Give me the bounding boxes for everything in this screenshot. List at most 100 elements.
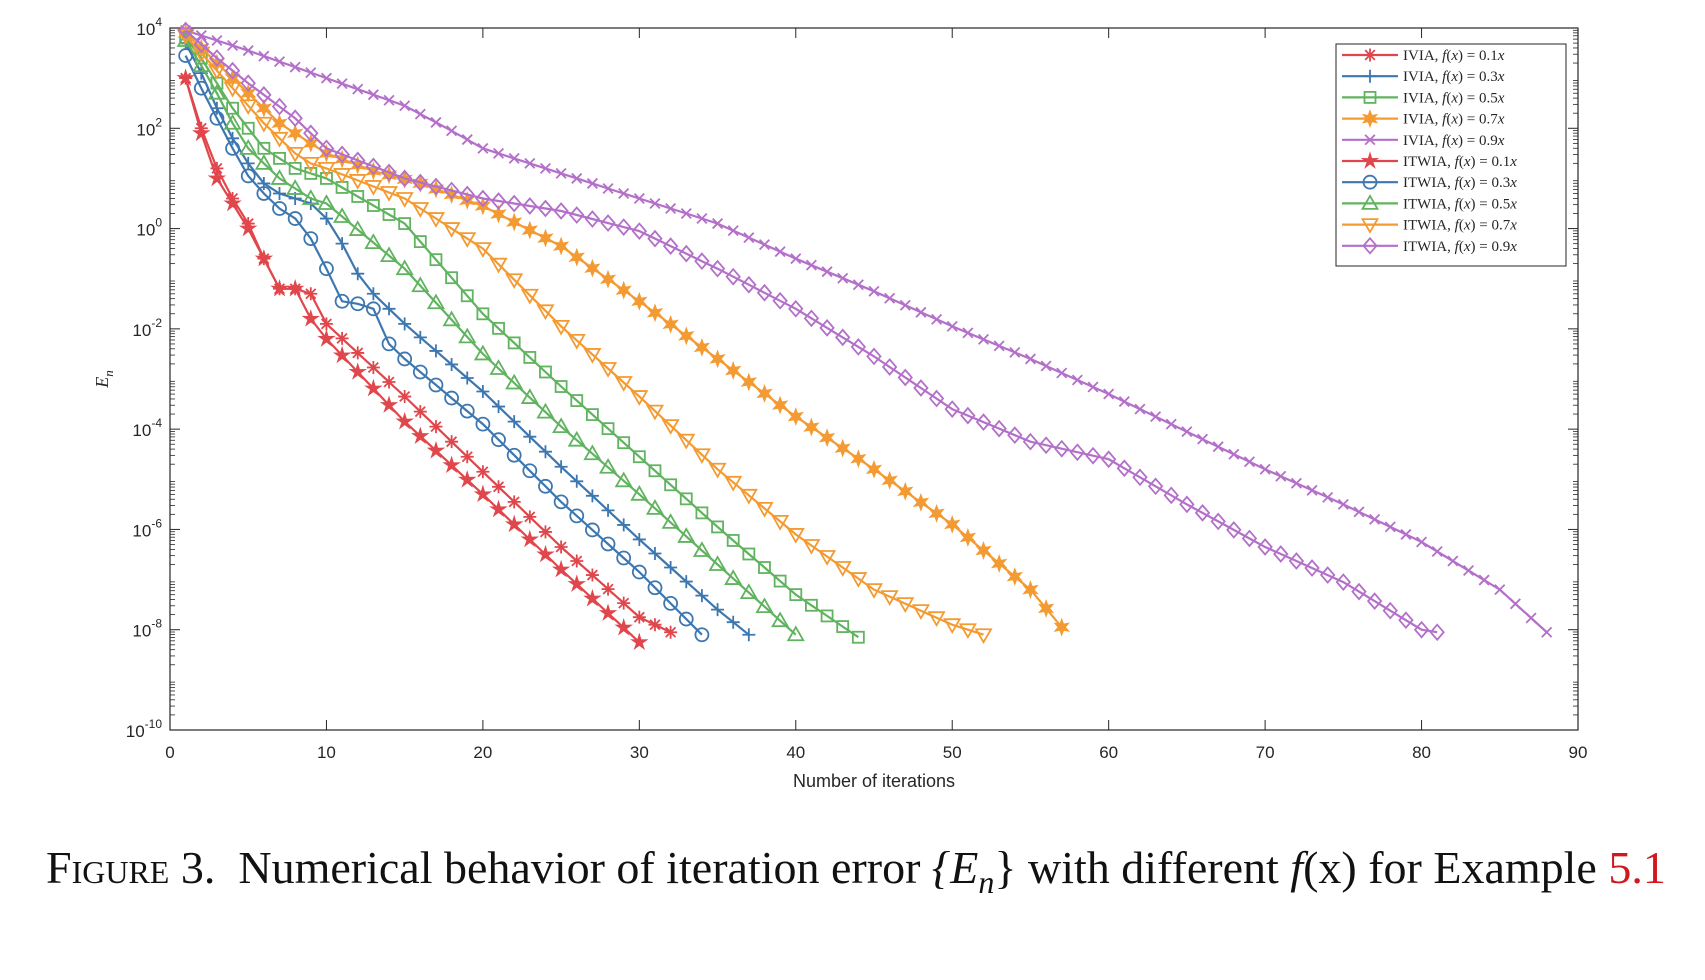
data-point <box>1053 617 1070 637</box>
data-point <box>818 550 837 566</box>
x-tick-label: 70 <box>1256 743 1275 762</box>
data-point <box>598 457 618 474</box>
data-point <box>790 253 802 265</box>
data-point <box>647 580 663 596</box>
data-point <box>223 81 242 98</box>
data-point <box>1400 528 1412 540</box>
data-point <box>445 357 459 371</box>
caption-reference-link[interactable]: 5.1 <box>1608 842 1666 893</box>
data-point <box>552 319 571 336</box>
x-tick-label: 20 <box>473 743 492 762</box>
data-point <box>1022 580 1039 600</box>
data-point <box>334 145 350 164</box>
data-point <box>398 390 412 404</box>
data-point <box>725 361 742 380</box>
data-point <box>645 404 665 421</box>
data-point <box>538 478 553 494</box>
y-tick-label: 10-6 <box>132 516 162 540</box>
y-tick-label: 10-4 <box>132 416 162 440</box>
legend-label: ITWIA, f(x) = 0.9x <box>1403 239 1517 255</box>
data-point <box>695 506 709 520</box>
data-point <box>176 29 195 45</box>
data-point <box>411 276 430 293</box>
data-point <box>616 550 632 566</box>
legend-label: ITWIA, f(x) = 0.1x <box>1403 154 1517 170</box>
data-point <box>256 186 272 201</box>
data-point <box>772 291 788 310</box>
data-point <box>711 520 724 534</box>
legend-item: IVIA, f(x) = 0.7x <box>1342 109 1505 129</box>
legend-item: ITWIA, f(x) = 0.7x <box>1342 218 1517 234</box>
caption-text3: for Example <box>1368 842 1597 893</box>
data-point <box>708 462 727 479</box>
caption-text: Numerical behavior of iteration error <box>238 842 921 893</box>
data-point <box>273 186 287 200</box>
data-point <box>209 49 225 67</box>
caption-math-set: {En} <box>931 842 1017 901</box>
data-point <box>1103 388 1115 400</box>
data-point <box>912 492 930 512</box>
data-point <box>819 318 835 337</box>
data-point <box>786 625 805 642</box>
data-point <box>803 309 820 328</box>
data-point <box>380 165 398 185</box>
data-point <box>193 35 209 54</box>
data-point <box>1210 512 1226 531</box>
data-point <box>351 346 365 360</box>
data-point <box>524 157 536 169</box>
data-point <box>554 540 568 554</box>
data-point <box>834 438 851 458</box>
data-point <box>429 420 443 434</box>
data-point <box>771 395 789 415</box>
data-point <box>1100 450 1117 469</box>
data-point <box>896 597 915 613</box>
data-point <box>177 21 194 40</box>
data-point <box>615 218 632 236</box>
data-point <box>617 436 631 450</box>
data-point <box>1384 521 1396 533</box>
data-point <box>569 206 585 224</box>
data-point <box>460 289 474 303</box>
data-point <box>974 628 993 645</box>
data-point <box>944 514 961 534</box>
data-point <box>240 168 256 184</box>
data-point <box>523 351 537 364</box>
data-point <box>1040 360 1052 372</box>
data-point <box>412 364 428 380</box>
data-point <box>585 489 599 503</box>
data-point <box>802 539 821 555</box>
data-point <box>742 628 756 642</box>
data-point <box>224 61 241 80</box>
data-point <box>413 235 427 249</box>
data-point <box>740 372 758 392</box>
data-point <box>303 124 319 143</box>
data-point <box>336 78 348 90</box>
data-point <box>1447 555 1459 567</box>
series-line <box>185 29 1548 634</box>
data-point <box>1147 477 1164 496</box>
data-point <box>554 380 568 393</box>
legend-label: IVIA, f(x) = 0.3x <box>1403 69 1505 85</box>
data-point <box>271 97 288 116</box>
data-point <box>395 192 414 208</box>
data-point <box>473 484 493 503</box>
data-point <box>490 192 507 210</box>
legend-marker <box>1362 236 1378 255</box>
data-point <box>661 419 680 435</box>
data-point <box>382 208 396 221</box>
data-point <box>207 168 227 187</box>
data-point <box>458 327 477 344</box>
x-tick-label: 0 <box>165 743 174 762</box>
caption-math-f: f(x) <box>1290 842 1357 893</box>
series-7 <box>176 31 805 642</box>
data-point <box>631 564 647 580</box>
data-point <box>943 618 962 635</box>
data-point <box>475 189 491 208</box>
data-point <box>258 50 270 62</box>
data-point <box>600 536 616 552</box>
data-point <box>602 182 614 194</box>
data-point <box>239 139 258 155</box>
data-point <box>679 575 693 589</box>
data-point <box>210 161 224 175</box>
data-point <box>209 110 225 126</box>
